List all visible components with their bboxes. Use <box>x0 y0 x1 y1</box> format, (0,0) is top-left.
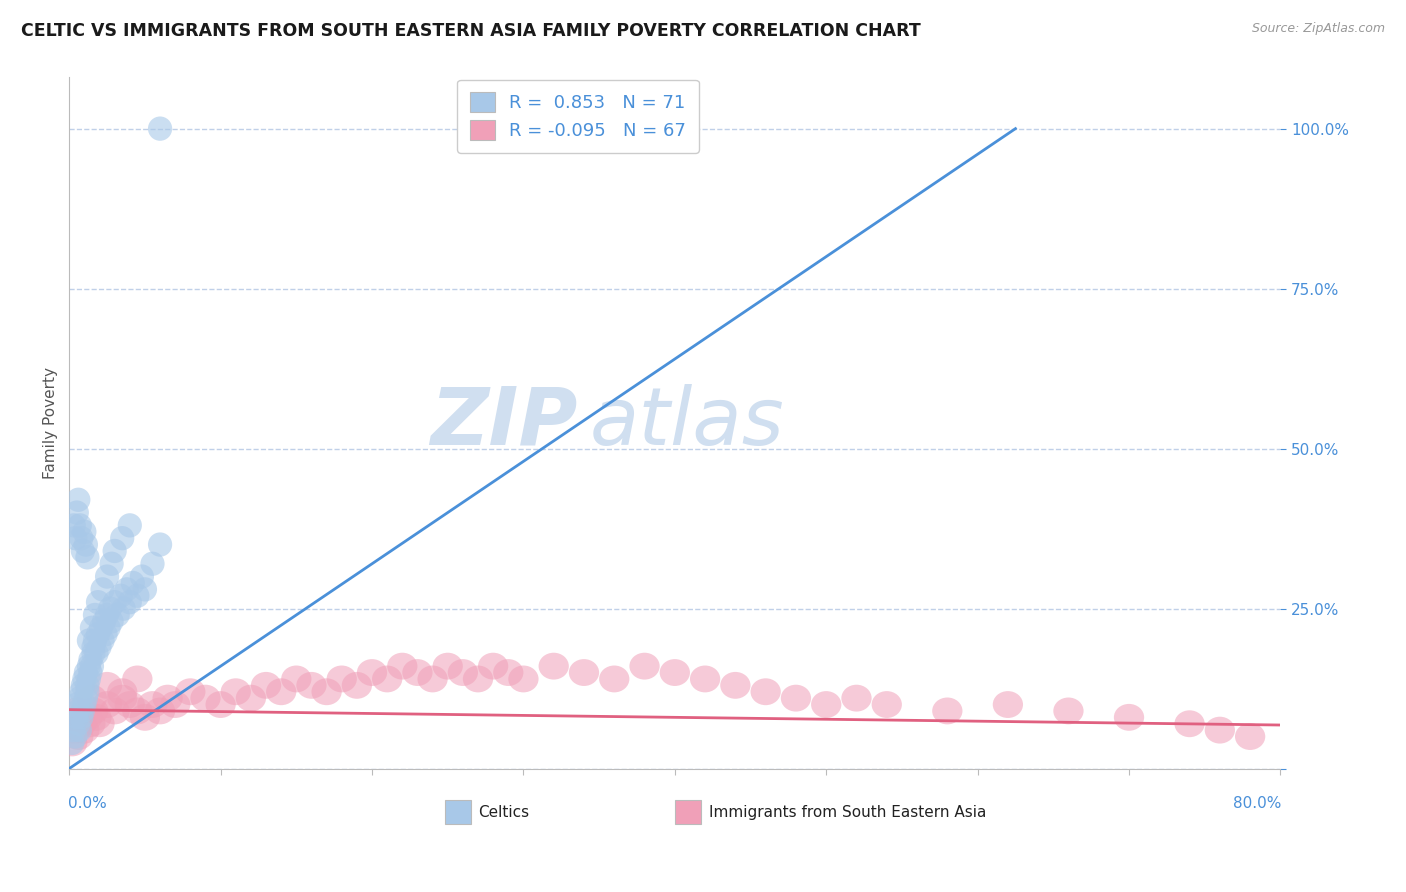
Text: atlas: atlas <box>591 384 785 462</box>
Text: Immigrants from South Eastern Asia: Immigrants from South Eastern Asia <box>709 805 986 820</box>
Text: ZIP: ZIP <box>430 384 578 462</box>
FancyBboxPatch shape <box>675 799 702 824</box>
Text: 80.0%: 80.0% <box>1233 797 1282 811</box>
FancyBboxPatch shape <box>444 799 471 824</box>
Y-axis label: Family Poverty: Family Poverty <box>44 367 58 479</box>
Text: Source: ZipAtlas.com: Source: ZipAtlas.com <box>1251 22 1385 36</box>
Text: Celtics: Celtics <box>478 805 530 820</box>
Text: 0.0%: 0.0% <box>67 797 107 811</box>
Text: CELTIC VS IMMIGRANTS FROM SOUTH EASTERN ASIA FAMILY POVERTY CORRELATION CHART: CELTIC VS IMMIGRANTS FROM SOUTH EASTERN … <box>21 22 921 40</box>
Legend: R =  0.853   N = 71, R = -0.095   N = 67: R = 0.853 N = 71, R = -0.095 N = 67 <box>457 79 699 153</box>
